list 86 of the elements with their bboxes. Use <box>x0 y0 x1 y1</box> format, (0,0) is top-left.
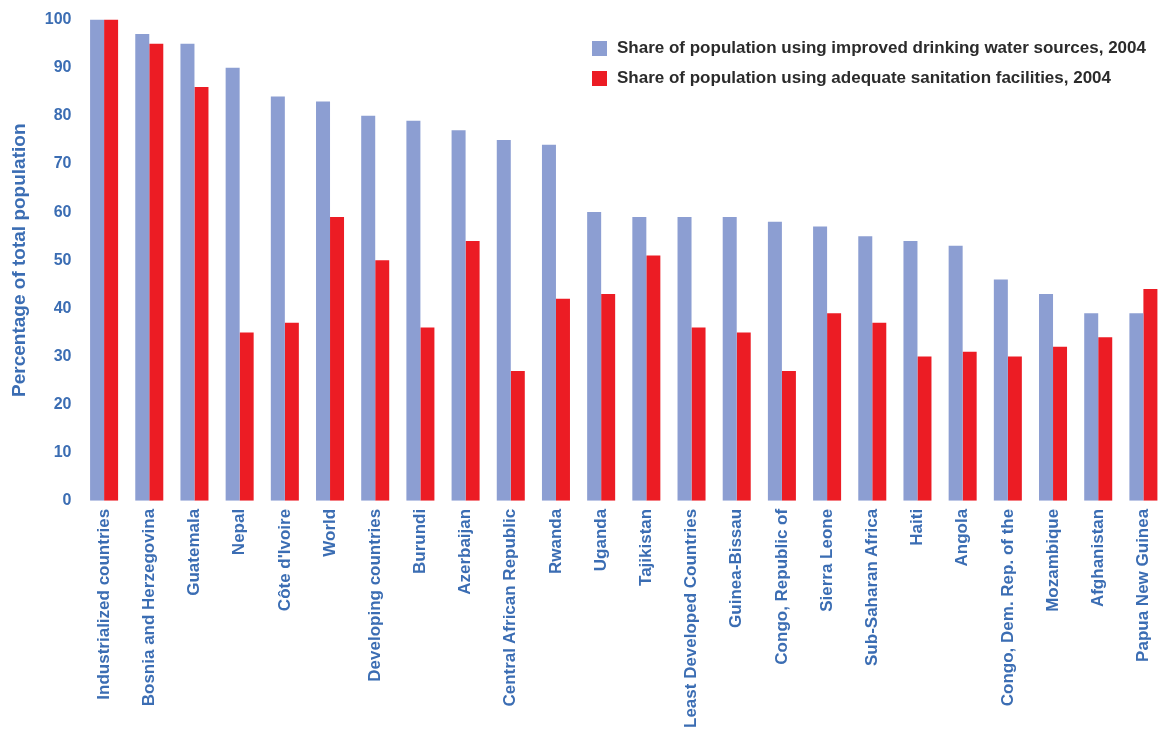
bar <box>316 101 331 501</box>
bar <box>587 212 602 501</box>
legend-label: Share of population using adequate sanitation facilities, 2004 <box>616 68 1112 88</box>
bar <box>375 260 390 501</box>
x-tick-label: Haiti <box>907 508 927 546</box>
x-tick-label: Uganda <box>590 508 610 572</box>
y-tick-label: 50 <box>53 250 72 268</box>
bar <box>270 96 285 501</box>
x-tick-label: World <box>319 508 339 557</box>
y-tick-label: 20 <box>53 394 72 412</box>
bar <box>691 327 706 501</box>
x-tick-label: Sub-Saharan Africa <box>861 508 881 666</box>
bar <box>104 19 119 501</box>
x-tick-label: Azerbaijan <box>455 508 475 595</box>
bar <box>555 298 570 501</box>
bar <box>510 370 525 501</box>
bar <box>149 43 164 501</box>
y-tick-label: 60 <box>53 202 72 220</box>
bar <box>1053 346 1068 501</box>
bar <box>601 293 616 501</box>
bar <box>90 19 105 501</box>
bar <box>330 216 345 501</box>
bar <box>465 240 480 501</box>
x-tick-label: Burundi <box>410 508 430 574</box>
bar <box>858 236 873 501</box>
x-tick-label: Tajikistan <box>636 508 656 586</box>
y-tick-label: 70 <box>53 154 72 172</box>
x-tick-label: Angola <box>952 508 972 567</box>
bar <box>180 43 195 501</box>
bar <box>781 370 796 501</box>
y-tick-label: 30 <box>53 346 72 364</box>
x-tick-label: Afghanistan <box>1087 508 1107 608</box>
bar <box>736 332 751 501</box>
bar <box>722 216 737 501</box>
y-axis-title: Percentage of total population <box>7 123 29 397</box>
bar <box>135 34 150 501</box>
y-tick-label: 40 <box>53 298 72 316</box>
y-tick-label: 90 <box>53 58 72 76</box>
bar <box>813 226 828 501</box>
x-tick-label: Industrialized countries <box>93 508 113 700</box>
bar <box>767 221 782 501</box>
y-tick-label: 10 <box>53 443 72 461</box>
bar <box>993 279 1008 501</box>
bar <box>1129 313 1144 501</box>
x-tick-label: Bosnia and Herzegovina <box>138 508 158 707</box>
legend-label: Share of population using improved drinking water sources, 2004 <box>616 38 1146 58</box>
x-tick-label: Papua New Guinea <box>1133 508 1153 662</box>
bar <box>1039 293 1054 501</box>
x-tick-label: Guinea-Bissau <box>726 508 746 628</box>
bar <box>1007 356 1022 501</box>
x-tick-label: Côte d'Ivoire <box>274 508 294 612</box>
bar <box>451 130 466 501</box>
y-tick-label: 100 <box>44 10 72 28</box>
bar <box>420 327 435 501</box>
bar <box>239 332 254 501</box>
x-tick-label: Developing countries <box>364 508 384 682</box>
bar <box>948 245 963 501</box>
x-tick-label: Mozambique <box>1042 508 1062 612</box>
bar <box>225 67 240 501</box>
x-tick-label: Congo, Dem. Rep. of the <box>997 508 1017 707</box>
bar <box>406 120 421 501</box>
x-tick-label: Central African Republic <box>500 508 520 707</box>
bar <box>827 313 842 501</box>
y-tick-label: 0 <box>62 491 72 509</box>
x-tick-label: Congo, Republic of <box>771 508 791 665</box>
bar <box>872 322 887 501</box>
y-tick-label: 80 <box>53 106 72 124</box>
bar <box>1098 337 1113 501</box>
x-tick-label: Least Developed Countries <box>681 508 701 729</box>
bar <box>646 255 661 501</box>
bar <box>632 216 647 501</box>
bar <box>194 86 209 501</box>
bar <box>361 115 376 501</box>
bar <box>903 240 918 501</box>
bar <box>677 216 692 501</box>
x-tick-label: Nepal <box>229 508 249 556</box>
x-tick-label: Guatemala <box>184 508 204 596</box>
bar <box>284 322 299 501</box>
bar <box>1143 289 1158 501</box>
x-tick-label: Sierra Leone <box>816 508 836 612</box>
bar <box>962 351 977 501</box>
bar <box>1084 313 1099 501</box>
bar <box>917 356 932 501</box>
bar <box>496 139 511 501</box>
x-tick-label: Rwanda <box>545 508 565 575</box>
bar <box>541 144 556 501</box>
